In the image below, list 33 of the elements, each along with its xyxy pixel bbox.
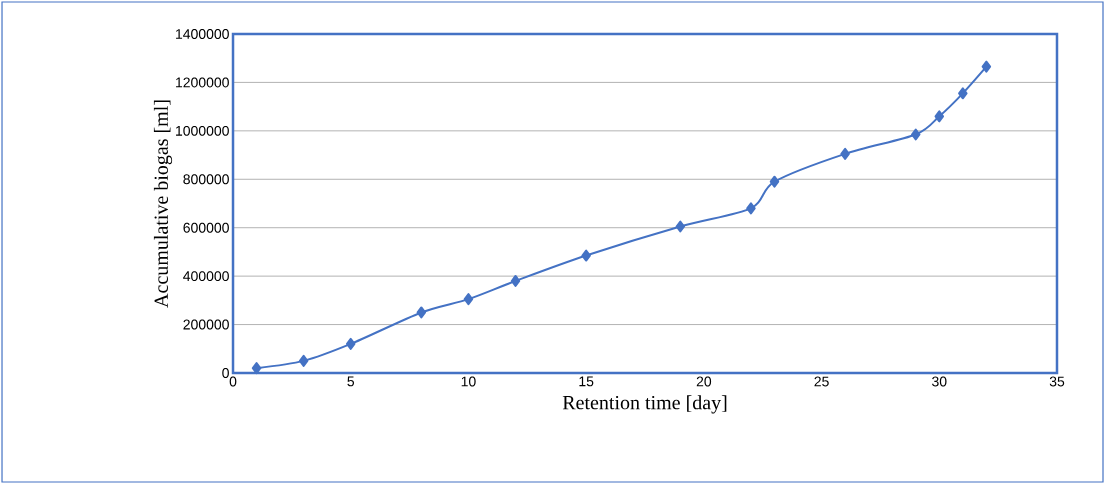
- x-tick-label: 5: [347, 376, 355, 387]
- x-tick-label: 30: [932, 376, 947, 387]
- y-tick-label: 1400000: [176, 29, 229, 39]
- y-tick-label: 1200000: [176, 77, 229, 88]
- y-tick-label: 800000: [183, 174, 229, 185]
- y-tick-label: 0: [222, 368, 229, 378]
- point: [251, 362, 262, 375]
- point: [840, 147, 850, 160]
- x-tick-label: 20: [696, 376, 712, 387]
- point: [746, 202, 756, 215]
- y-tick-label: 200000: [183, 319, 229, 330]
- point: [769, 175, 780, 188]
- x-tick-label: 15: [579, 376, 594, 387]
- point: [510, 274, 521, 287]
- y-axis-title: Accumulative biogas [ml]: [153, 100, 173, 308]
- point: [934, 110, 945, 123]
- y-tick-label: 400000: [183, 271, 229, 282]
- point: [463, 293, 474, 306]
- point: [345, 337, 356, 350]
- y-tick-label: 1000000: [176, 125, 229, 136]
- point: [416, 306, 427, 319]
- x-tick-label: 35: [1049, 376, 1065, 387]
- x-tick-label: 10: [461, 376, 476, 387]
- y-tick-label: 600000: [183, 222, 229, 233]
- point: [958, 87, 968, 100]
- x-tick-label: 25: [814, 376, 829, 387]
- point: [581, 249, 591, 262]
- x-axis-title: Retention time [day]: [562, 395, 727, 414]
- point: [675, 220, 686, 233]
- point: [298, 354, 309, 367]
- point: [910, 128, 921, 141]
- point: [981, 60, 992, 73]
- x-tick-label: 0: [229, 376, 237, 387]
